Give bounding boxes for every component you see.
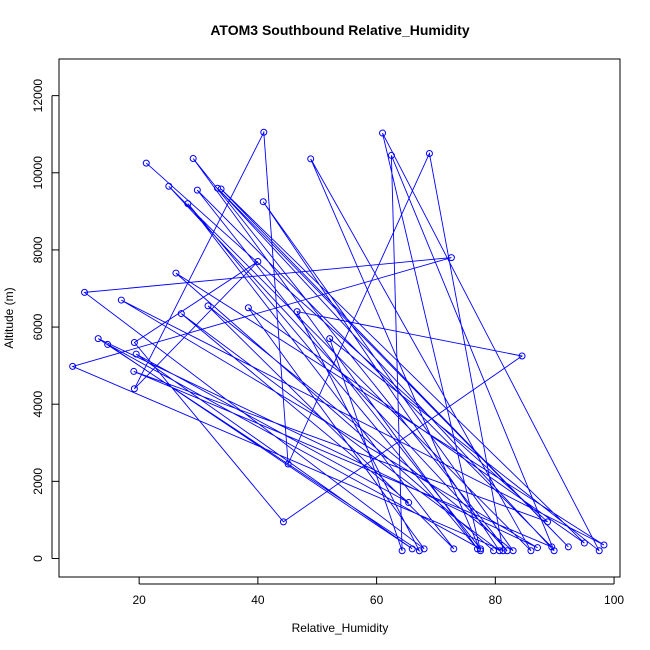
data-point [172, 269, 180, 277]
data-point [447, 254, 455, 262]
data-point [476, 545, 484, 553]
data-point [130, 338, 138, 346]
y-axis: 0 2000 4000 6000 8000 10000 12000 [31, 79, 59, 562]
data-point [254, 257, 262, 265]
data-point [193, 186, 201, 194]
data-point [259, 198, 267, 206]
y-axis-label: Altitude (m) [2, 287, 16, 348]
x-tick-label: 60 [370, 593, 384, 607]
plot-frame [58, 58, 621, 578]
x-axis-label: Relative_Humidity [292, 621, 389, 635]
y-tick-label: 8000 [31, 236, 45, 263]
data-point [326, 335, 334, 343]
data-point [450, 545, 458, 553]
data-point [165, 182, 173, 190]
data-point [284, 460, 292, 468]
chart-title: ATOM3 Southbound Relative_Humidity [210, 22, 469, 38]
x-axis: 20 40 60 80 100 [132, 577, 624, 607]
x-tick-label: 100 [604, 593, 624, 607]
data-point [117, 296, 125, 304]
data-point [244, 304, 252, 312]
data-point [499, 547, 507, 555]
data-point [189, 155, 197, 163]
data-point [420, 545, 428, 553]
data-point [130, 367, 138, 375]
y-tick-label: 2000 [31, 468, 45, 495]
x-tick-label: 20 [132, 593, 146, 607]
data-point [217, 185, 225, 193]
y-tick-label: 4000 [31, 391, 45, 418]
data-point [81, 288, 89, 296]
y-tick-label: 10000 [31, 156, 45, 190]
data-point [69, 362, 77, 370]
data-point [490, 547, 498, 555]
y-tick-label: 12000 [31, 79, 45, 113]
y-tick-label: 6000 [31, 313, 45, 340]
data-point [503, 547, 511, 555]
data-point [595, 547, 603, 555]
data-point [132, 350, 140, 358]
data-point [184, 200, 192, 208]
data-point [544, 518, 552, 526]
data-point [518, 352, 526, 360]
data-point [580, 539, 588, 547]
data-point [307, 155, 315, 163]
data-point [533, 544, 541, 552]
data-point [94, 335, 102, 343]
data-point [425, 149, 433, 157]
data-point [293, 308, 301, 316]
data-point [564, 543, 572, 551]
data-point [204, 302, 212, 310]
data-point [476, 547, 484, 555]
data-point [600, 541, 608, 549]
data-point [214, 184, 222, 192]
data-point [387, 151, 395, 159]
data-point [260, 128, 268, 136]
data-point [142, 159, 150, 167]
series-layer [69, 128, 608, 555]
data-point [408, 545, 416, 553]
data-point [104, 340, 112, 348]
x-tick-label: 40 [251, 593, 265, 607]
y-tick-label: 0 [31, 555, 45, 562]
data-point [279, 518, 287, 526]
data-point [405, 499, 413, 507]
data-point [130, 385, 138, 393]
data-point [548, 543, 556, 551]
data-point [550, 547, 558, 555]
data-point [379, 129, 387, 137]
x-tick-label: 80 [489, 593, 503, 607]
data-point [415, 547, 423, 555]
data-point [177, 310, 185, 318]
data-point [527, 547, 535, 555]
data-point [398, 547, 406, 555]
series-line [71, 130, 605, 553]
